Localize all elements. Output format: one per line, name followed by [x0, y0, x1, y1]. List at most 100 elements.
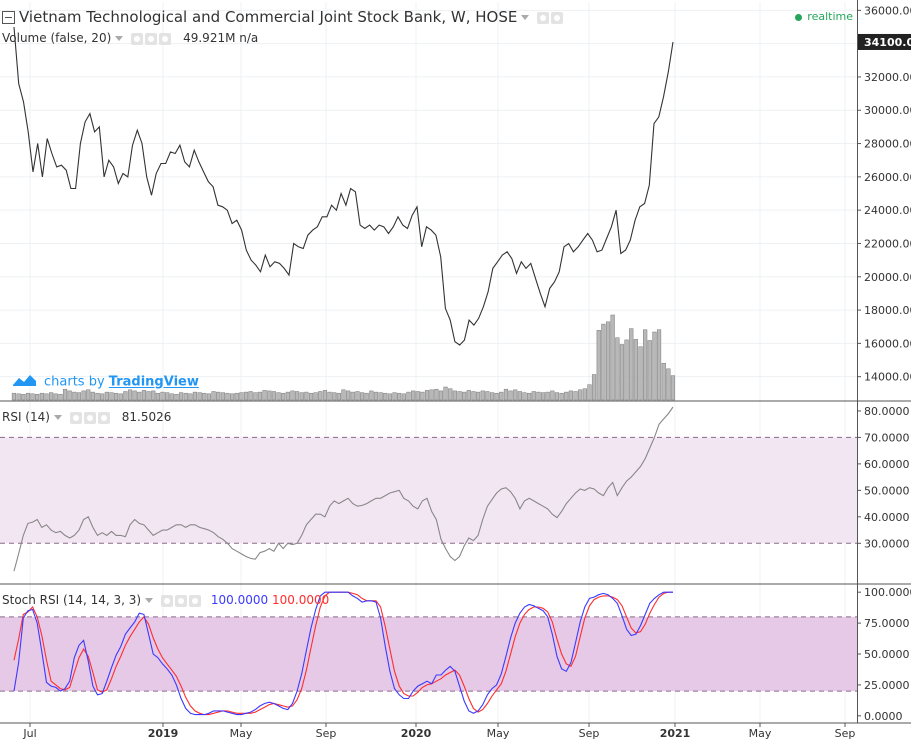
- volume-bar: [202, 392, 207, 401]
- collapse-icon[interactable]: [2, 11, 15, 24]
- volume-bar: [243, 391, 249, 401]
- volume-bar: [58, 394, 63, 401]
- rsi-label[interactable]: RSI (14): [2, 410, 50, 424]
- price-axis-tick-label: 28000.00: [864, 138, 911, 151]
- rsi-settings-icon[interactable]: [83, 411, 96, 424]
- volume-bar: [406, 391, 411, 401]
- stoch-settings-icon[interactable]: [175, 594, 188, 607]
- volume-close-icon[interactable]: [159, 32, 172, 45]
- volume-bar: [109, 392, 114, 401]
- rsi-axis-tick-label: 70.0000: [864, 431, 910, 444]
- volume-bar: [165, 392, 170, 401]
- volume-bar: [104, 391, 109, 401]
- volume-bar: [503, 388, 509, 401]
- volume-bar: [494, 392, 499, 401]
- stoch-axis-tick-label: 50.0000: [864, 648, 910, 661]
- volume-bar: [387, 393, 393, 401]
- volume-bar: [443, 386, 448, 401]
- volume-bar: [160, 391, 165, 401]
- volume-bar: [522, 392, 527, 401]
- volume-bar: [457, 391, 462, 401]
- stoch-menu-icon[interactable]: [145, 598, 154, 603]
- volume-bar: [462, 391, 467, 401]
- volume-bar: [67, 390, 72, 401]
- volume-bar: [429, 389, 434, 401]
- time-tick-label: Sep: [835, 727, 856, 740]
- volume-bar: [475, 391, 481, 401]
- volume-bar: [113, 392, 119, 401]
- volume-bar: [86, 389, 91, 401]
- symbol-title[interactable]: Vietnam Technological and Commercial Joi…: [19, 8, 518, 26]
- volume-bar: [239, 392, 244, 401]
- stoch-close-icon[interactable]: [189, 594, 202, 607]
- volume-bar: [253, 392, 258, 401]
- volume-bar: [540, 392, 546, 401]
- stoch-axis-tick-label: 75.0000: [864, 617, 910, 630]
- rsi-axis-tick-label: 80.0000: [864, 405, 910, 418]
- stoch-axis: 0.0000 25.0000 50.0000 75.0000 100.0000: [857, 586, 911, 723]
- volume-bar: [137, 391, 142, 401]
- volume-bar: [336, 392, 341, 401]
- volume-bar: [420, 391, 425, 401]
- stoch-visibility-icon[interactable]: [161, 594, 174, 607]
- volume-bar: [624, 339, 629, 401]
- volume-bar: [318, 391, 323, 401]
- volume-bar: [452, 390, 457, 401]
- volume-value: 49.921M: [183, 31, 236, 45]
- volume-bar: [596, 330, 601, 401]
- volume-bar: [638, 346, 643, 401]
- volume-visibility-icon[interactable]: [131, 32, 144, 45]
- volume-bar: [531, 391, 536, 401]
- tradingview-watermark[interactable]: charts by TradingView: [12, 373, 199, 391]
- volume-bar: [499, 391, 504, 401]
- watermark-brand[interactable]: TradingView: [108, 374, 199, 390]
- last-price-marker: 34100.00: [858, 33, 911, 50]
- volume-bar: [434, 388, 439, 401]
- rsi-visibility-icon[interactable]: [69, 411, 82, 424]
- stoch-axis-tick-label: 25.0000: [864, 679, 910, 692]
- time-tick-label: Sep: [316, 727, 337, 740]
- visibility-icon[interactable]: [537, 11, 550, 24]
- volume-bar: [517, 391, 522, 401]
- volume-settings-icon[interactable]: [145, 32, 158, 45]
- volume-bar: [174, 394, 179, 401]
- volume-bar: [629, 328, 634, 401]
- volume-bar: [30, 393, 35, 401]
- stoch-axis-tick-label: 0.0000: [864, 710, 903, 723]
- volume-bar: [480, 390, 485, 401]
- time-axis: Jul 2019 May Sep 2020 May Sep 2021 May Sep: [22, 723, 855, 740]
- volume-menu-icon[interactable]: [115, 36, 124, 41]
- volume-bar: [169, 393, 174, 401]
- rsi-axis-tick-label: 30.0000: [864, 537, 910, 550]
- volume-bar: [610, 314, 615, 401]
- rsi-menu-icon[interactable]: [53, 415, 62, 420]
- volume-bar: [276, 392, 281, 401]
- rsi-axis-tick-label: 40.0000: [864, 511, 910, 524]
- volume-label[interactable]: Volume (false, 20): [2, 31, 112, 45]
- stoch-label[interactable]: Stoch RSI (14, 14, 3, 3): [2, 593, 142, 607]
- symbol-menu-icon[interactable]: [521, 15, 530, 20]
- volume-bar: [211, 391, 216, 401]
- volume-bar: [438, 390, 444, 401]
- volume-bar: [587, 384, 592, 401]
- volume-bar: [188, 393, 193, 401]
- volume-bar: [127, 389, 133, 401]
- price-axis-tick-label: 16000.00: [864, 337, 911, 350]
- volume-bar: [285, 391, 290, 401]
- rsi-band: [0, 437, 857, 544]
- volume-bar: [545, 391, 550, 401]
- tradingview-logo-icon: [12, 373, 38, 391]
- rsi-value: 81.5026: [121, 410, 172, 424]
- volume-bar: [471, 391, 476, 401]
- volume-bar: [615, 337, 620, 401]
- rsi-axis-tick-label: 50.0000: [864, 484, 910, 497]
- volume-bar: [527, 392, 532, 401]
- volume-bar: [666, 368, 671, 401]
- volume-bars: [11, 314, 676, 401]
- volume-bar: [216, 391, 221, 401]
- volume-bar: [508, 390, 513, 401]
- volume-bar: [670, 375, 676, 401]
- settings-icon[interactable]: [551, 11, 564, 24]
- volume-bar: [49, 392, 54, 401]
- rsi-close-icon[interactable]: [97, 411, 110, 424]
